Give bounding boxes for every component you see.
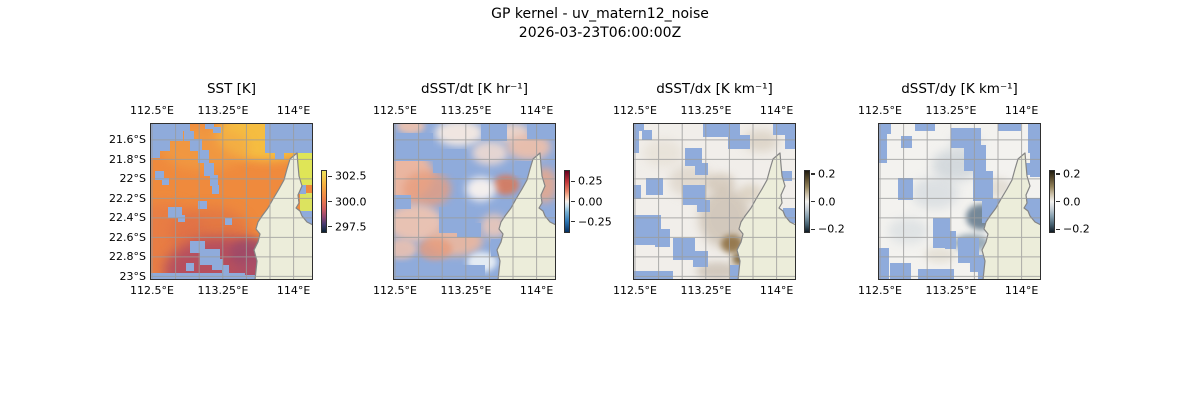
y-tick-label: 22°S — [119, 172, 146, 186]
colorbar-tick-label: 0.00 — [578, 195, 603, 208]
y-tick-label: 22.6°S — [109, 230, 146, 244]
land-polygon — [736, 152, 796, 280]
panel-dsst-dy: dSST/dy [K km⁻¹] 112.5°E 113.25°E 114°E 112.… — [858, 80, 1090, 312]
x-tick-label: 112.5°E — [857, 104, 902, 117]
colorbar-dsst-dt: 0.25 0.00 −0.25 — [564, 170, 612, 233]
colorbar-tick — [328, 226, 332, 228]
colorbar-dsst-dx: 0.2 0.0 −0.2 — [804, 167, 845, 236]
map-border — [878, 123, 1041, 280]
x-tick-label: 113.25°E — [197, 284, 249, 297]
x-tick-label: 112.5°E — [129, 284, 174, 297]
x-tick-row-bottom: 112.5°E 113.25°E 114°E — [373, 284, 556, 298]
x-tick-row-bottom: 112.5°E 113.25°E 114°E — [130, 284, 313, 298]
x-tick-label: 112.5°E — [372, 104, 417, 117]
colorbar-tick — [328, 201, 332, 203]
x-tick-label: 114°E — [519, 284, 554, 297]
figure-title: GP kernel - uv_matern12_noise — [491, 6, 709, 22]
colorbar-tick-label: −0.25 — [578, 215, 612, 229]
land-polygon — [253, 152, 313, 280]
colorbar-tick-label: −0.2 — [818, 222, 845, 236]
panel-title: dSST/dx [K km⁻¹] — [656, 81, 773, 97]
y-tick-label: 22.8°S — [109, 250, 146, 264]
colorbar-tick-label: 0.0 — [1063, 195, 1081, 208]
x-tick-label: 112.5°E — [612, 284, 657, 297]
colorbar-tick — [1056, 201, 1060, 203]
colorbar-tick-label: 0.25 — [578, 174, 603, 188]
x-tick-label: 113.25°E — [197, 104, 249, 117]
colorbar-tick — [811, 228, 815, 231]
colorbar-gradient — [564, 170, 570, 233]
x-tick-label: 112.5°E — [129, 104, 174, 117]
grid-lines — [878, 123, 1041, 280]
colorbar-tick — [811, 173, 815, 175]
x-tick-row-top: 112.5°E 113.25°E 114°E — [858, 104, 1041, 118]
x-tick-label: 114°E — [759, 284, 794, 297]
colorbar-tick — [1056, 228, 1060, 231]
x-tick-label: 113.25°E — [440, 104, 492, 117]
x-tick-label: 113.25°E — [925, 284, 977, 297]
colorbar-tick — [328, 175, 332, 178]
land-polygon — [981, 152, 1041, 280]
x-tick-label: 113.25°E — [925, 104, 977, 117]
colorbar-gradient — [804, 170, 810, 233]
x-tick-label: 112.5°E — [857, 284, 902, 297]
colorbar-dsst-dy: 0.2 0.0 −0.2 — [1049, 167, 1090, 236]
x-tick-row-bottom: 112.5°E 113.25°E 114°E — [858, 284, 1041, 298]
map-sst — [150, 123, 313, 280]
y-tick-label: 22.4°S — [109, 211, 146, 225]
x-tick-label: 114°E — [1004, 104, 1039, 117]
colorbar-tick-label: −0.2 — [1063, 222, 1090, 236]
colorbar-tick-label: 0.0 — [818, 195, 836, 208]
map-border — [633, 123, 796, 280]
x-tick-row-top: 112.5°E 113.25°E 114°E — [613, 104, 796, 118]
figure-timestamp: 2026-03-23T06:00:00Z — [518, 25, 682, 41]
colorbar-tick — [571, 180, 575, 183]
panel-sst: SST [K] 112.5°E 113.25°E 114°E 112.5°E 113.25… — [109, 80, 366, 312]
panel-title: dSST/dt [K hr⁻¹] — [421, 81, 528, 97]
y-tick-label: 22.2°S — [109, 191, 146, 205]
x-tick-label: 112.5°E — [372, 284, 417, 297]
colorbar-sst: 302.5 300.0 297.5 — [321, 170, 367, 233]
x-tick-label: 113.25°E — [680, 104, 732, 117]
colorbar-tick — [1056, 173, 1060, 175]
x-tick-label: 113.25°E — [680, 284, 732, 297]
y-tick-label: 21.6°S — [109, 132, 146, 146]
grid-lines — [633, 123, 796, 280]
colorbar-tick — [571, 221, 575, 223]
x-tick-label: 114°E — [1004, 284, 1039, 297]
y-tick-label: 21.8°S — [109, 152, 146, 166]
x-tick-label: 114°E — [276, 284, 311, 297]
y-tick-label: 23°S — [119, 269, 146, 283]
x-tick-row-top: 112.5°E 113.25°E 114°E — [130, 104, 313, 118]
colorbar-tick — [811, 201, 815, 203]
x-tick-label: 114°E — [519, 104, 554, 117]
x-tick-label: 114°E — [276, 104, 311, 117]
panel-dsst-dt: dSST/dt [K hr⁻¹] 112.5°E 113.25°E 114°E 112.… — [373, 80, 612, 312]
map-dsst-dx — [633, 123, 796, 280]
colorbar-tick-label: 300.0 — [335, 195, 367, 208]
x-tick-row-top: 112.5°E 113.25°E 114°E — [373, 104, 556, 118]
x-tick-row-bottom: 112.5°E 113.25°E 114°E — [613, 284, 796, 298]
x-tick-label: 114°E — [759, 104, 794, 117]
x-tick-label: 112.5°E — [612, 104, 657, 117]
panel-title: SST [K] — [206, 81, 257, 97]
colorbar-tick-label: 297.5 — [335, 220, 367, 234]
colorbar-tick — [571, 201, 575, 203]
map-border — [150, 123, 313, 280]
map-dsst-dt — [393, 123, 556, 280]
colorbar-tick-label: 302.5 — [335, 169, 367, 183]
panel-title: dSST/dy [K km⁻¹] — [901, 81, 1018, 97]
panel-dsst-dx: dSST/dx [K km⁻¹] 112.5°E 113.25°E 114°E 112.… — [613, 80, 845, 312]
land-polygon — [496, 152, 556, 280]
x-tick-label: 113.25°E — [440, 284, 492, 297]
colorbar-tick-label: 0.2 — [1063, 167, 1081, 181]
colorbar-gradient — [1049, 170, 1055, 233]
grid-lines — [393, 123, 556, 280]
map-dsst-dy — [878, 123, 1041, 280]
colorbar-gradient — [321, 170, 327, 233]
colorbar-tick-label: 0.2 — [818, 167, 836, 181]
grid-lines — [150, 123, 313, 280]
map-border — [393, 123, 556, 280]
